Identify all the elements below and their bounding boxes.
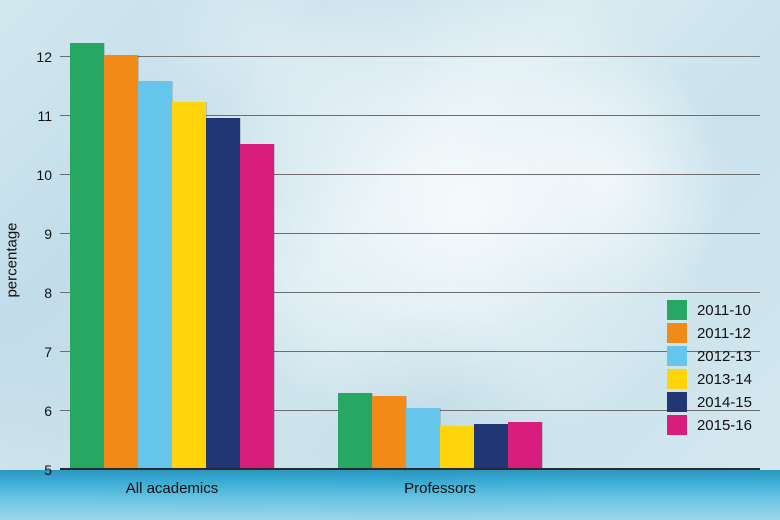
legend-label: 2015-16 [697,417,752,434]
legend-swatch [667,415,687,435]
legend-swatch [667,369,687,389]
x-axis-category-label: All academics [126,480,219,497]
bar [338,393,372,470]
legend-item: 2011-12 [667,323,752,343]
bar [240,144,274,470]
plot-area: All academicsProfessors 56789101112 [60,28,760,470]
gridline [60,56,760,57]
bar [508,422,542,470]
x-axis-baseline [60,468,760,470]
y-tick-label: 11 [37,108,52,124]
legend-label: 2014-15 [697,394,752,411]
legend-label: 2011-12 [697,325,751,342]
x-axis-category-label: Professors [404,480,476,497]
legend-label: 2013-14 [697,371,752,388]
bar [70,43,104,470]
y-tick-label: 10 [36,167,52,183]
chart-canvas: percentage All academicsProfessors 56789… [0,0,780,520]
y-tick-label: 6 [44,403,52,419]
bar [206,118,240,470]
bar [372,396,406,470]
floor-shadow [0,470,780,520]
legend-item: 2015-16 [667,415,752,435]
bar [440,426,474,470]
bar [172,102,206,470]
legend-item: 2014-15 [667,392,752,412]
bar [104,55,138,470]
legend-item: 2011-10 [667,300,752,320]
legend-swatch [667,323,687,343]
y-tick-label: 9 [44,226,52,242]
bar [138,81,172,470]
y-tick-label: 5 [44,462,52,478]
legend-swatch [667,300,687,320]
legend-swatch [667,346,687,366]
y-tick-label: 12 [36,49,52,65]
legend-item: 2013-14 [667,369,752,389]
legend-label: 2011-10 [697,302,751,319]
legend-item: 2012-13 [667,346,752,366]
bar [474,424,508,470]
y-tick-label: 8 [44,285,52,301]
y-axis-label: percentage [4,222,21,297]
legend-swatch [667,392,687,412]
bar [406,408,440,470]
legend-label: 2012-13 [697,348,752,365]
legend: 2011-10 2011-12 2012-13 2013-14 2014-15 2015-… [667,297,752,438]
y-tick-label: 7 [44,344,52,360]
